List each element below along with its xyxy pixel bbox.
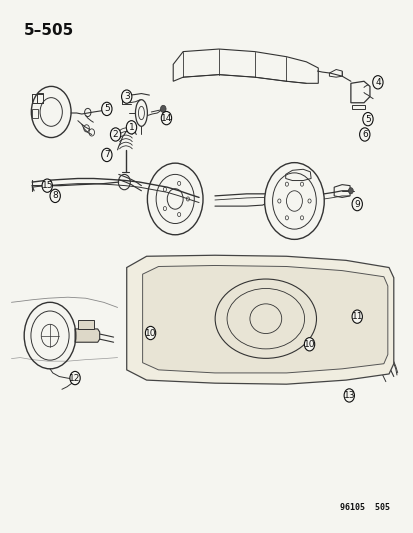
Polygon shape xyxy=(78,320,93,329)
Text: 10: 10 xyxy=(303,340,315,349)
Text: 3: 3 xyxy=(123,92,129,101)
Polygon shape xyxy=(75,329,100,342)
Text: 4: 4 xyxy=(374,78,380,87)
Polygon shape xyxy=(126,255,393,384)
Text: 15: 15 xyxy=(41,181,53,190)
Text: 5: 5 xyxy=(104,104,109,114)
Circle shape xyxy=(160,106,166,112)
Circle shape xyxy=(372,76,382,89)
Circle shape xyxy=(42,179,52,192)
Text: 10: 10 xyxy=(145,328,156,337)
Text: 5–505: 5–505 xyxy=(24,23,74,38)
Circle shape xyxy=(161,111,171,125)
Circle shape xyxy=(71,375,78,385)
Text: 9: 9 xyxy=(354,199,359,208)
Circle shape xyxy=(50,189,60,203)
Text: 2: 2 xyxy=(112,130,118,139)
Circle shape xyxy=(126,120,136,134)
Circle shape xyxy=(102,148,112,161)
Circle shape xyxy=(351,310,361,324)
Circle shape xyxy=(348,188,352,194)
Text: 12: 12 xyxy=(69,374,81,383)
Circle shape xyxy=(351,197,361,211)
Text: 11: 11 xyxy=(351,312,362,321)
Text: 7: 7 xyxy=(104,150,109,159)
Circle shape xyxy=(304,337,314,351)
Text: 96105  505: 96105 505 xyxy=(339,503,389,512)
Circle shape xyxy=(343,389,354,402)
Polygon shape xyxy=(142,265,387,373)
Text: 13: 13 xyxy=(343,391,354,400)
Text: 8: 8 xyxy=(52,191,58,200)
Text: 5: 5 xyxy=(364,115,370,124)
Circle shape xyxy=(121,90,132,103)
Circle shape xyxy=(362,112,372,126)
Text: 1: 1 xyxy=(128,123,134,132)
Circle shape xyxy=(102,102,112,116)
Circle shape xyxy=(110,128,121,141)
Text: 14: 14 xyxy=(160,114,172,123)
Circle shape xyxy=(359,128,369,141)
Text: 6: 6 xyxy=(361,130,367,139)
Circle shape xyxy=(145,326,155,340)
Circle shape xyxy=(70,372,80,385)
